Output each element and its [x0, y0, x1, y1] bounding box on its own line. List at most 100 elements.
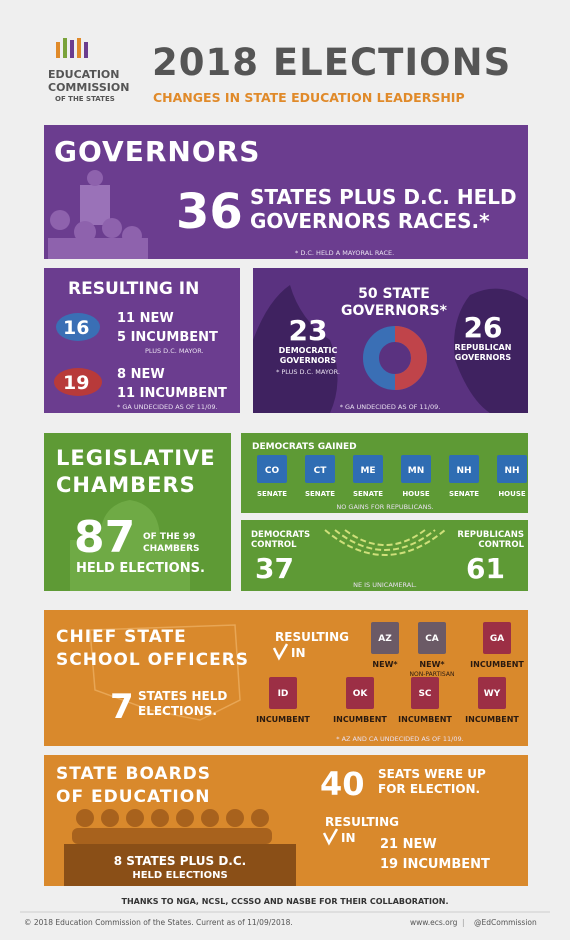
result-line: 19 INCUMBENT — [380, 857, 490, 872]
result-line: 5 INCUMBENT — [117, 330, 218, 345]
state-shape — [483, 622, 511, 654]
party-total: 19 — [63, 372, 89, 394]
subtitle: CHANGES IN STATE EDUCATION LEADERSHIP — [153, 90, 465, 105]
footnote: NE IS UNICAMERAL. — [353, 581, 417, 589]
result: INCUMBENT — [398, 715, 452, 724]
body-text: CHAMBERS — [143, 544, 199, 554]
state-shape — [411, 677, 439, 709]
figure — [251, 809, 269, 827]
podium — [80, 185, 110, 225]
figure — [226, 809, 244, 827]
result-line: 21 NEW — [380, 837, 437, 852]
result: INCUMBENT — [256, 715, 310, 724]
state-shape — [353, 455, 383, 483]
label: DEMOCRATIC — [279, 346, 338, 355]
logo-bar — [70, 40, 74, 58]
section-heading: GOVERNORS — [54, 135, 260, 168]
arc — [324, 529, 446, 556]
website[interactable]: www.ecs.org — [410, 918, 458, 927]
figure — [76, 809, 94, 827]
result: INCUMBENT — [333, 715, 387, 724]
title: 2018 ELECTIONS — [152, 41, 511, 84]
party-total: 16 — [63, 317, 89, 339]
section-heading: SCHOOL OFFICERS — [56, 650, 249, 670]
state-code: GA — [490, 634, 504, 644]
label: IN — [291, 646, 306, 660]
crowd-base — [48, 238, 148, 259]
logo-bar — [77, 38, 81, 58]
figure — [101, 809, 119, 827]
result-line: 11 INCUMBENT — [117, 386, 227, 401]
state-code: ID — [278, 689, 289, 699]
logo-text: OF THE STATES — [55, 95, 115, 103]
chief-states: AZ NEW* CA NEW* NON-PARTISAN GA INCUMBENT ID INC… — [256, 622, 524, 724]
chamber: HOUSE — [402, 490, 430, 498]
label: GOVERNORS — [280, 356, 337, 365]
arc — [344, 529, 426, 546]
big-number: 61 — [466, 552, 505, 585]
state-code: OK — [353, 689, 369, 699]
state-code: MN — [408, 466, 425, 476]
section-heading: DEMOCRATS GAINED — [252, 442, 357, 452]
result-line: 8 NEW — [117, 367, 165, 382]
podium-text: HELD ELECTIONS — [132, 870, 227, 881]
big-number: 37 — [255, 552, 294, 585]
chamber: SENATE — [257, 490, 287, 498]
dems-gained-panel — [241, 433, 528, 513]
capitol-silhouette — [70, 500, 190, 591]
footnote: * PLUS D.C. MAYOR. — [276, 368, 340, 376]
state-shape — [449, 455, 479, 483]
result: NEW* — [372, 660, 398, 669]
figure-bodies — [72, 828, 272, 844]
elephant-icon — [54, 368, 102, 396]
footnote: * AZ AND CA UNDECIDED AS OF 11/09. — [336, 735, 463, 743]
state-code: ME — [360, 466, 375, 476]
state-code: CA — [425, 634, 439, 644]
state-shape — [305, 455, 335, 483]
section-heading: CHAMBERS — [56, 473, 196, 497]
big-number: 26 — [464, 311, 503, 344]
section-heading: 50 STATE — [358, 286, 430, 302]
result: INCUMBENT — [465, 715, 519, 724]
donut-rep — [394, 326, 427, 390]
figure — [151, 809, 169, 827]
body-text: OF THE 99 — [143, 532, 195, 542]
chamber: HOUSE — [498, 490, 526, 498]
figure — [74, 221, 96, 243]
footnote: PLUS D.C. MAYOR. — [145, 347, 204, 355]
figure — [102, 218, 122, 238]
result: NEW* — [419, 660, 445, 669]
us-map-outline — [89, 624, 241, 721]
separator: | — [462, 918, 465, 927]
board-illustration — [64, 809, 296, 886]
label: CONTROL — [478, 540, 524, 550]
label: REPUBLICANS — [457, 530, 524, 540]
state-shape — [346, 677, 374, 709]
label: DEMOCRATS — [251, 530, 310, 540]
body-text: STATES PLUS D.C. HELD — [250, 185, 517, 209]
donkey-icon — [56, 313, 100, 341]
label: GOVERNORS — [455, 353, 512, 362]
chamber: SENATE — [305, 490, 335, 498]
logo: EDUCATION COMMISSION OF THE STATES — [48, 38, 129, 103]
section-heading: OF EDUCATION — [56, 787, 210, 807]
state-shape — [257, 455, 287, 483]
label: RESULTING — [325, 815, 399, 829]
big-number: 7 — [110, 687, 134, 727]
footnote: * GA UNDECIDED AS OF 11/09. — [117, 403, 218, 411]
checkmark — [322, 828, 339, 846]
logo-bar — [63, 38, 67, 58]
gained-states: CO SENATE CT SENATE ME SENATE MN HOUSE NH SENATE N… — [257, 455, 527, 498]
state-shape — [269, 677, 297, 709]
podium — [64, 844, 296, 886]
body-text: STATES HELD — [138, 689, 227, 703]
state-code: NH — [504, 466, 519, 476]
body-text: FOR ELECTION. — [378, 782, 480, 796]
big-number: 36 — [176, 184, 243, 240]
section-heading: CHIEF STATE — [56, 627, 187, 647]
label: CONTROL — [251, 540, 297, 550]
chamber-arcs — [324, 529, 446, 556]
social-handle[interactable]: @EdCommission — [474, 918, 537, 927]
donkey-silhouette — [253, 285, 338, 413]
